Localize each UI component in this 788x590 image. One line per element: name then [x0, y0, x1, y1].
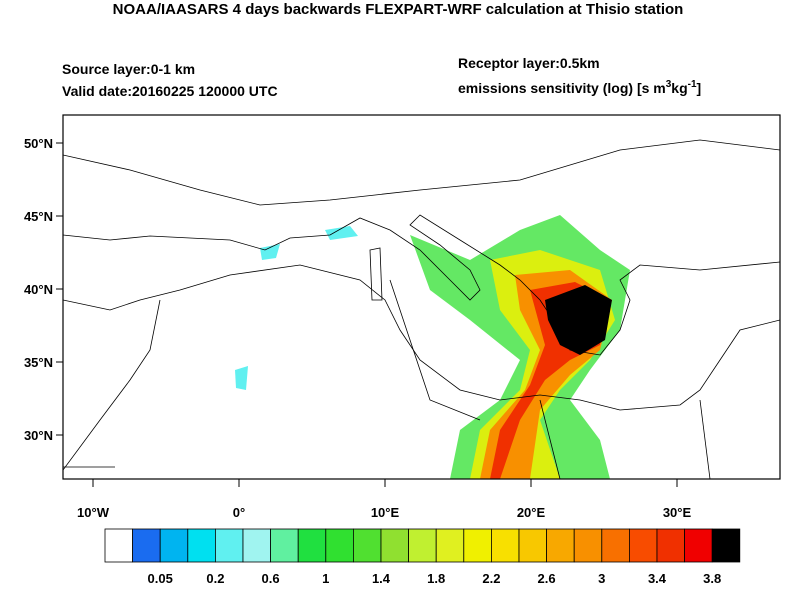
lon-label: 20°E: [517, 505, 546, 520]
color-box: [490, 528, 520, 563]
color-box: [684, 528, 713, 563]
color-box: [352, 528, 382, 563]
color-box: [159, 528, 189, 563]
lon-label: 30°E: [663, 505, 692, 520]
map-frame: [62, 114, 781, 480]
colorbar-label: 2.2: [482, 571, 500, 585]
units-text: emissions sensitivity (log) [s m: [458, 80, 666, 96]
lat-label: 40°N: [24, 282, 53, 297]
color-box: [270, 528, 299, 563]
color-box: [132, 528, 161, 563]
color-box: [629, 528, 658, 563]
color-box: [518, 528, 548, 563]
color-box: [325, 528, 354, 563]
color-box: [435, 528, 465, 563]
colorbar-label: 1.4: [372, 571, 391, 585]
lat-label: 50°N: [24, 136, 53, 151]
colorbar-label: 3: [598, 571, 605, 585]
units-text: ]: [697, 80, 702, 96]
color-box: [656, 528, 686, 563]
color-box: [546, 528, 575, 563]
lat-label: 35°N: [24, 355, 53, 370]
lon-label: 0°: [233, 505, 245, 520]
colorbar: 0.05 0.2 0.6 1 1.4 1.8 2.2 2.6 3 3.4 3.8: [104, 528, 741, 586]
color-box: [297, 528, 327, 563]
colorbar-label: 1: [322, 571, 329, 585]
color-box: [601, 528, 630, 563]
colorbar-label: 3.4: [648, 571, 667, 585]
colorbar-label: 0.2: [206, 571, 224, 585]
lat-label: 30°N: [24, 428, 53, 443]
colorbar-label: 2.6: [538, 571, 556, 585]
lat-label: 45°N: [24, 209, 53, 224]
colorbar-label: 3.8: [703, 571, 721, 585]
units: emissions sensitivity (log) [s m3kg-1]: [458, 79, 701, 96]
lon-label: 10°E: [371, 505, 400, 520]
map: [62, 114, 781, 480]
valid-date: Valid date:20160225 120000 UTC: [62, 83, 278, 99]
color-box: [380, 528, 410, 563]
color-box: [711, 528, 741, 563]
color-box: [242, 528, 272, 563]
title: NOAA/IAASARS 4 days backwards FLEXPART-W…: [113, 1, 684, 18]
receptor-layer: Receptor layer:0.5km: [458, 55, 600, 71]
units-text: kg: [671, 80, 687, 96]
color-box: [573, 528, 603, 563]
units-sup: -1: [688, 79, 697, 90]
color-box: [187, 528, 216, 563]
source-layer: Source layer:0-1 km: [62, 61, 195, 77]
color-box: [463, 528, 492, 563]
lon-label: 10°W: [77, 505, 110, 520]
color-box: [104, 528, 134, 563]
units-sup: 3: [666, 79, 672, 90]
color-box: [408, 528, 437, 563]
colorbar-label: 0.6: [262, 571, 280, 585]
lon-axis: 10°W 0° 10°E 20°E 30°E: [77, 479, 691, 520]
colorbar-label: 0.05: [148, 571, 173, 585]
color-box: [214, 528, 244, 563]
colorbar-label: 1.8: [427, 571, 445, 585]
lat-axis: 50°N 45°N 40°N 35°N 30°N: [24, 136, 63, 443]
